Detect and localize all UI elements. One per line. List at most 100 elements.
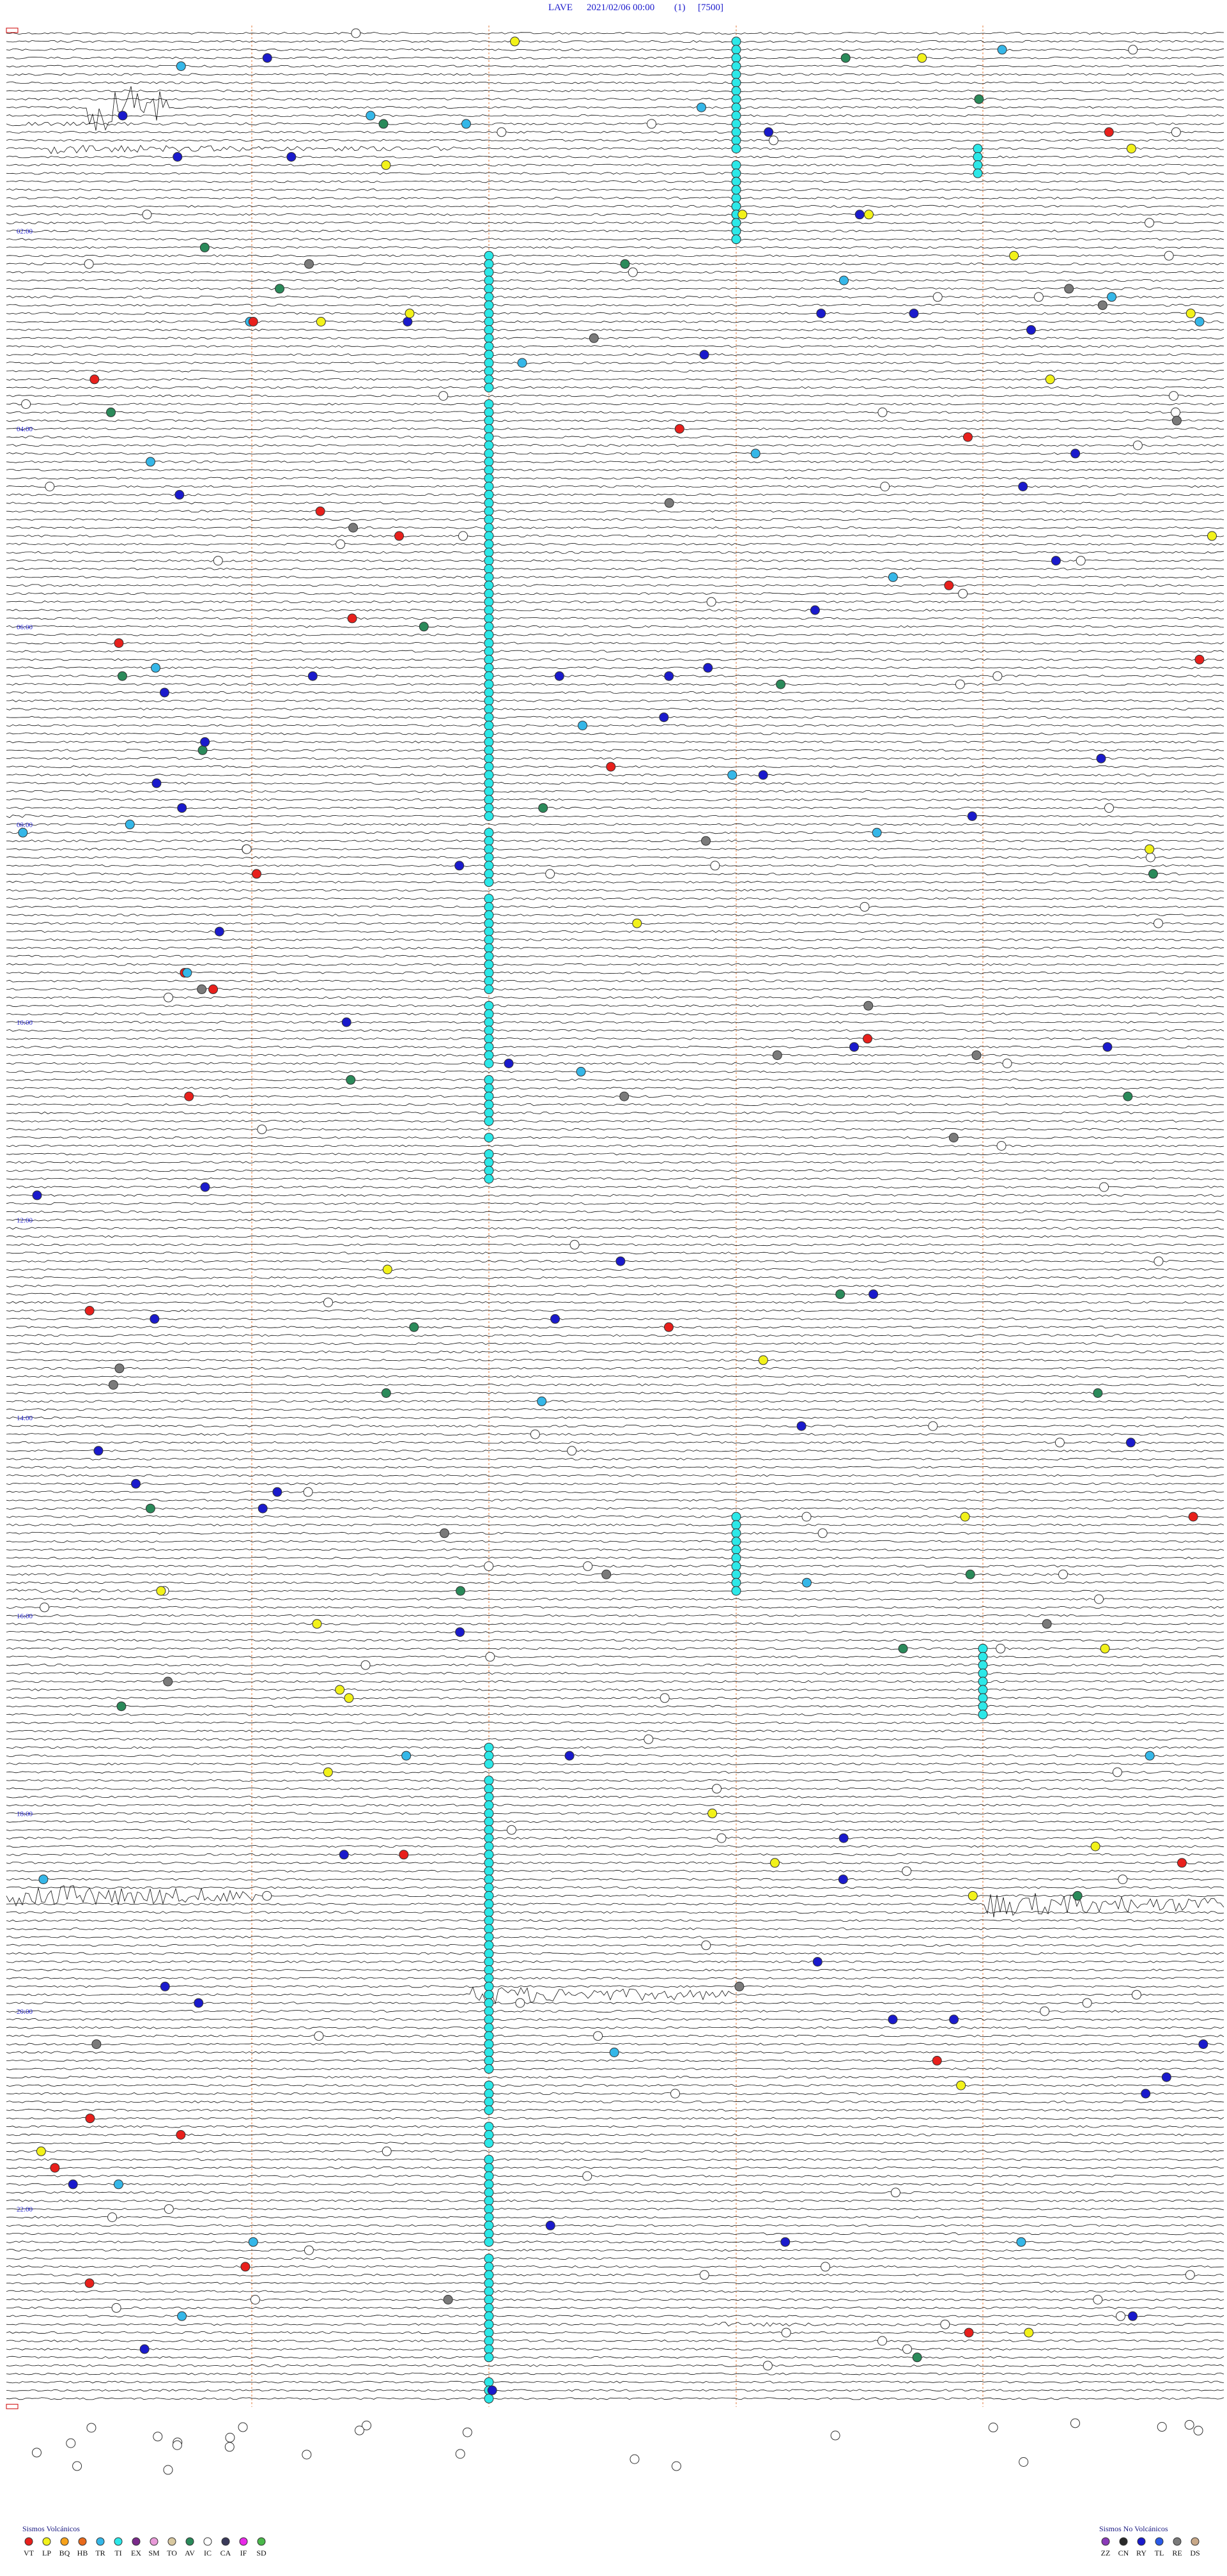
trace bbox=[6, 864, 1224, 867]
event bbox=[706, 597, 716, 607]
trace bbox=[6, 468, 1224, 471]
event bbox=[962, 432, 973, 442]
event bbox=[1082, 1998, 1092, 2008]
event bbox=[114, 638, 124, 648]
trace bbox=[6, 1136, 1224, 1139]
trace bbox=[6, 1746, 1224, 1749]
event bbox=[484, 489, 494, 500]
event bbox=[731, 53, 741, 63]
event bbox=[484, 2327, 494, 2338]
trace bbox=[6, 534, 1224, 537]
event bbox=[992, 671, 1003, 681]
event bbox=[394, 531, 405, 541]
event bbox=[632, 918, 642, 928]
event bbox=[978, 1660, 988, 1670]
trace bbox=[6, 2331, 1224, 2334]
event bbox=[484, 1174, 494, 1184]
trace bbox=[6, 633, 1224, 636]
event bbox=[176, 61, 186, 72]
trace bbox=[6, 930, 1224, 933]
trace bbox=[6, 320, 1224, 323]
event bbox=[409, 1322, 419, 1332]
trace bbox=[6, 1688, 1224, 1691]
event bbox=[1018, 482, 1028, 491]
event bbox=[484, 259, 494, 269]
trace bbox=[6, 180, 1224, 183]
trace bbox=[6, 312, 1224, 315]
event bbox=[84, 1306, 95, 1315]
trace bbox=[6, 2002, 1224, 2005]
time-label: 02:00 bbox=[17, 228, 33, 236]
event bbox=[484, 572, 494, 582]
trace bbox=[6, 1952, 1224, 1955]
event bbox=[484, 786, 494, 797]
trace bbox=[6, 1531, 1224, 1535]
legend-swatch bbox=[132, 2537, 141, 2546]
legend-code: RE bbox=[1172, 2549, 1182, 2557]
event bbox=[1094, 1594, 1104, 1604]
event bbox=[917, 53, 927, 63]
trace bbox=[6, 2150, 1224, 2153]
trace bbox=[6, 1614, 1224, 1617]
trace bbox=[6, 1062, 1224, 1065]
event bbox=[484, 861, 494, 871]
trace bbox=[6, 971, 1224, 974]
start-marker bbox=[6, 27, 19, 33]
event bbox=[484, 580, 494, 590]
trace bbox=[6, 1869, 1224, 1873]
trace bbox=[6, 2009, 1224, 2013]
event bbox=[484, 2278, 494, 2288]
trace bbox=[6, 1334, 1224, 1337]
trace bbox=[6, 1342, 1224, 1346]
event bbox=[902, 1866, 912, 1876]
legend-swatch bbox=[1119, 2537, 1128, 2546]
trace bbox=[6, 699, 1224, 702]
event bbox=[484, 250, 494, 261]
event bbox=[484, 2311, 494, 2321]
event bbox=[1171, 407, 1181, 417]
event bbox=[484, 548, 494, 558]
trace bbox=[6, 889, 1224, 892]
event bbox=[484, 1816, 494, 1827]
event bbox=[484, 2097, 494, 2107]
trace bbox=[6, 121, 1224, 126]
event bbox=[484, 1808, 494, 1818]
event bbox=[1194, 654, 1205, 664]
trace bbox=[6, 914, 1224, 917]
event bbox=[251, 869, 261, 879]
trace bbox=[6, 1672, 1224, 1675]
event bbox=[1070, 2418, 1080, 2428]
trace bbox=[6, 608, 1224, 612]
legend-code: LP bbox=[42, 2549, 51, 2557]
event bbox=[737, 210, 748, 220]
trace bbox=[6, 946, 1224, 949]
event bbox=[484, 1924, 494, 1934]
trace bbox=[6, 1565, 1224, 1568]
event bbox=[484, 1017, 494, 1027]
event bbox=[674, 424, 684, 434]
trace bbox=[6, 2084, 1224, 2087]
event bbox=[1123, 1091, 1133, 1101]
trace bbox=[6, 361, 1224, 365]
event bbox=[484, 1108, 494, 1118]
event bbox=[554, 671, 564, 681]
event bbox=[731, 144, 741, 154]
event bbox=[484, 2303, 494, 2313]
event bbox=[854, 210, 865, 220]
event bbox=[38, 1874, 49, 1885]
event bbox=[821, 2262, 831, 2272]
event bbox=[484, 803, 494, 813]
event bbox=[506, 1825, 516, 1835]
event bbox=[484, 687, 494, 698]
event bbox=[877, 407, 888, 417]
trace bbox=[6, 1705, 1224, 1708]
event bbox=[108, 1380, 118, 1390]
event bbox=[461, 119, 471, 129]
event bbox=[484, 284, 494, 294]
event bbox=[484, 663, 494, 673]
event bbox=[484, 2163, 494, 2173]
event bbox=[1185, 309, 1196, 319]
event bbox=[780, 2237, 791, 2247]
event bbox=[484, 407, 494, 417]
